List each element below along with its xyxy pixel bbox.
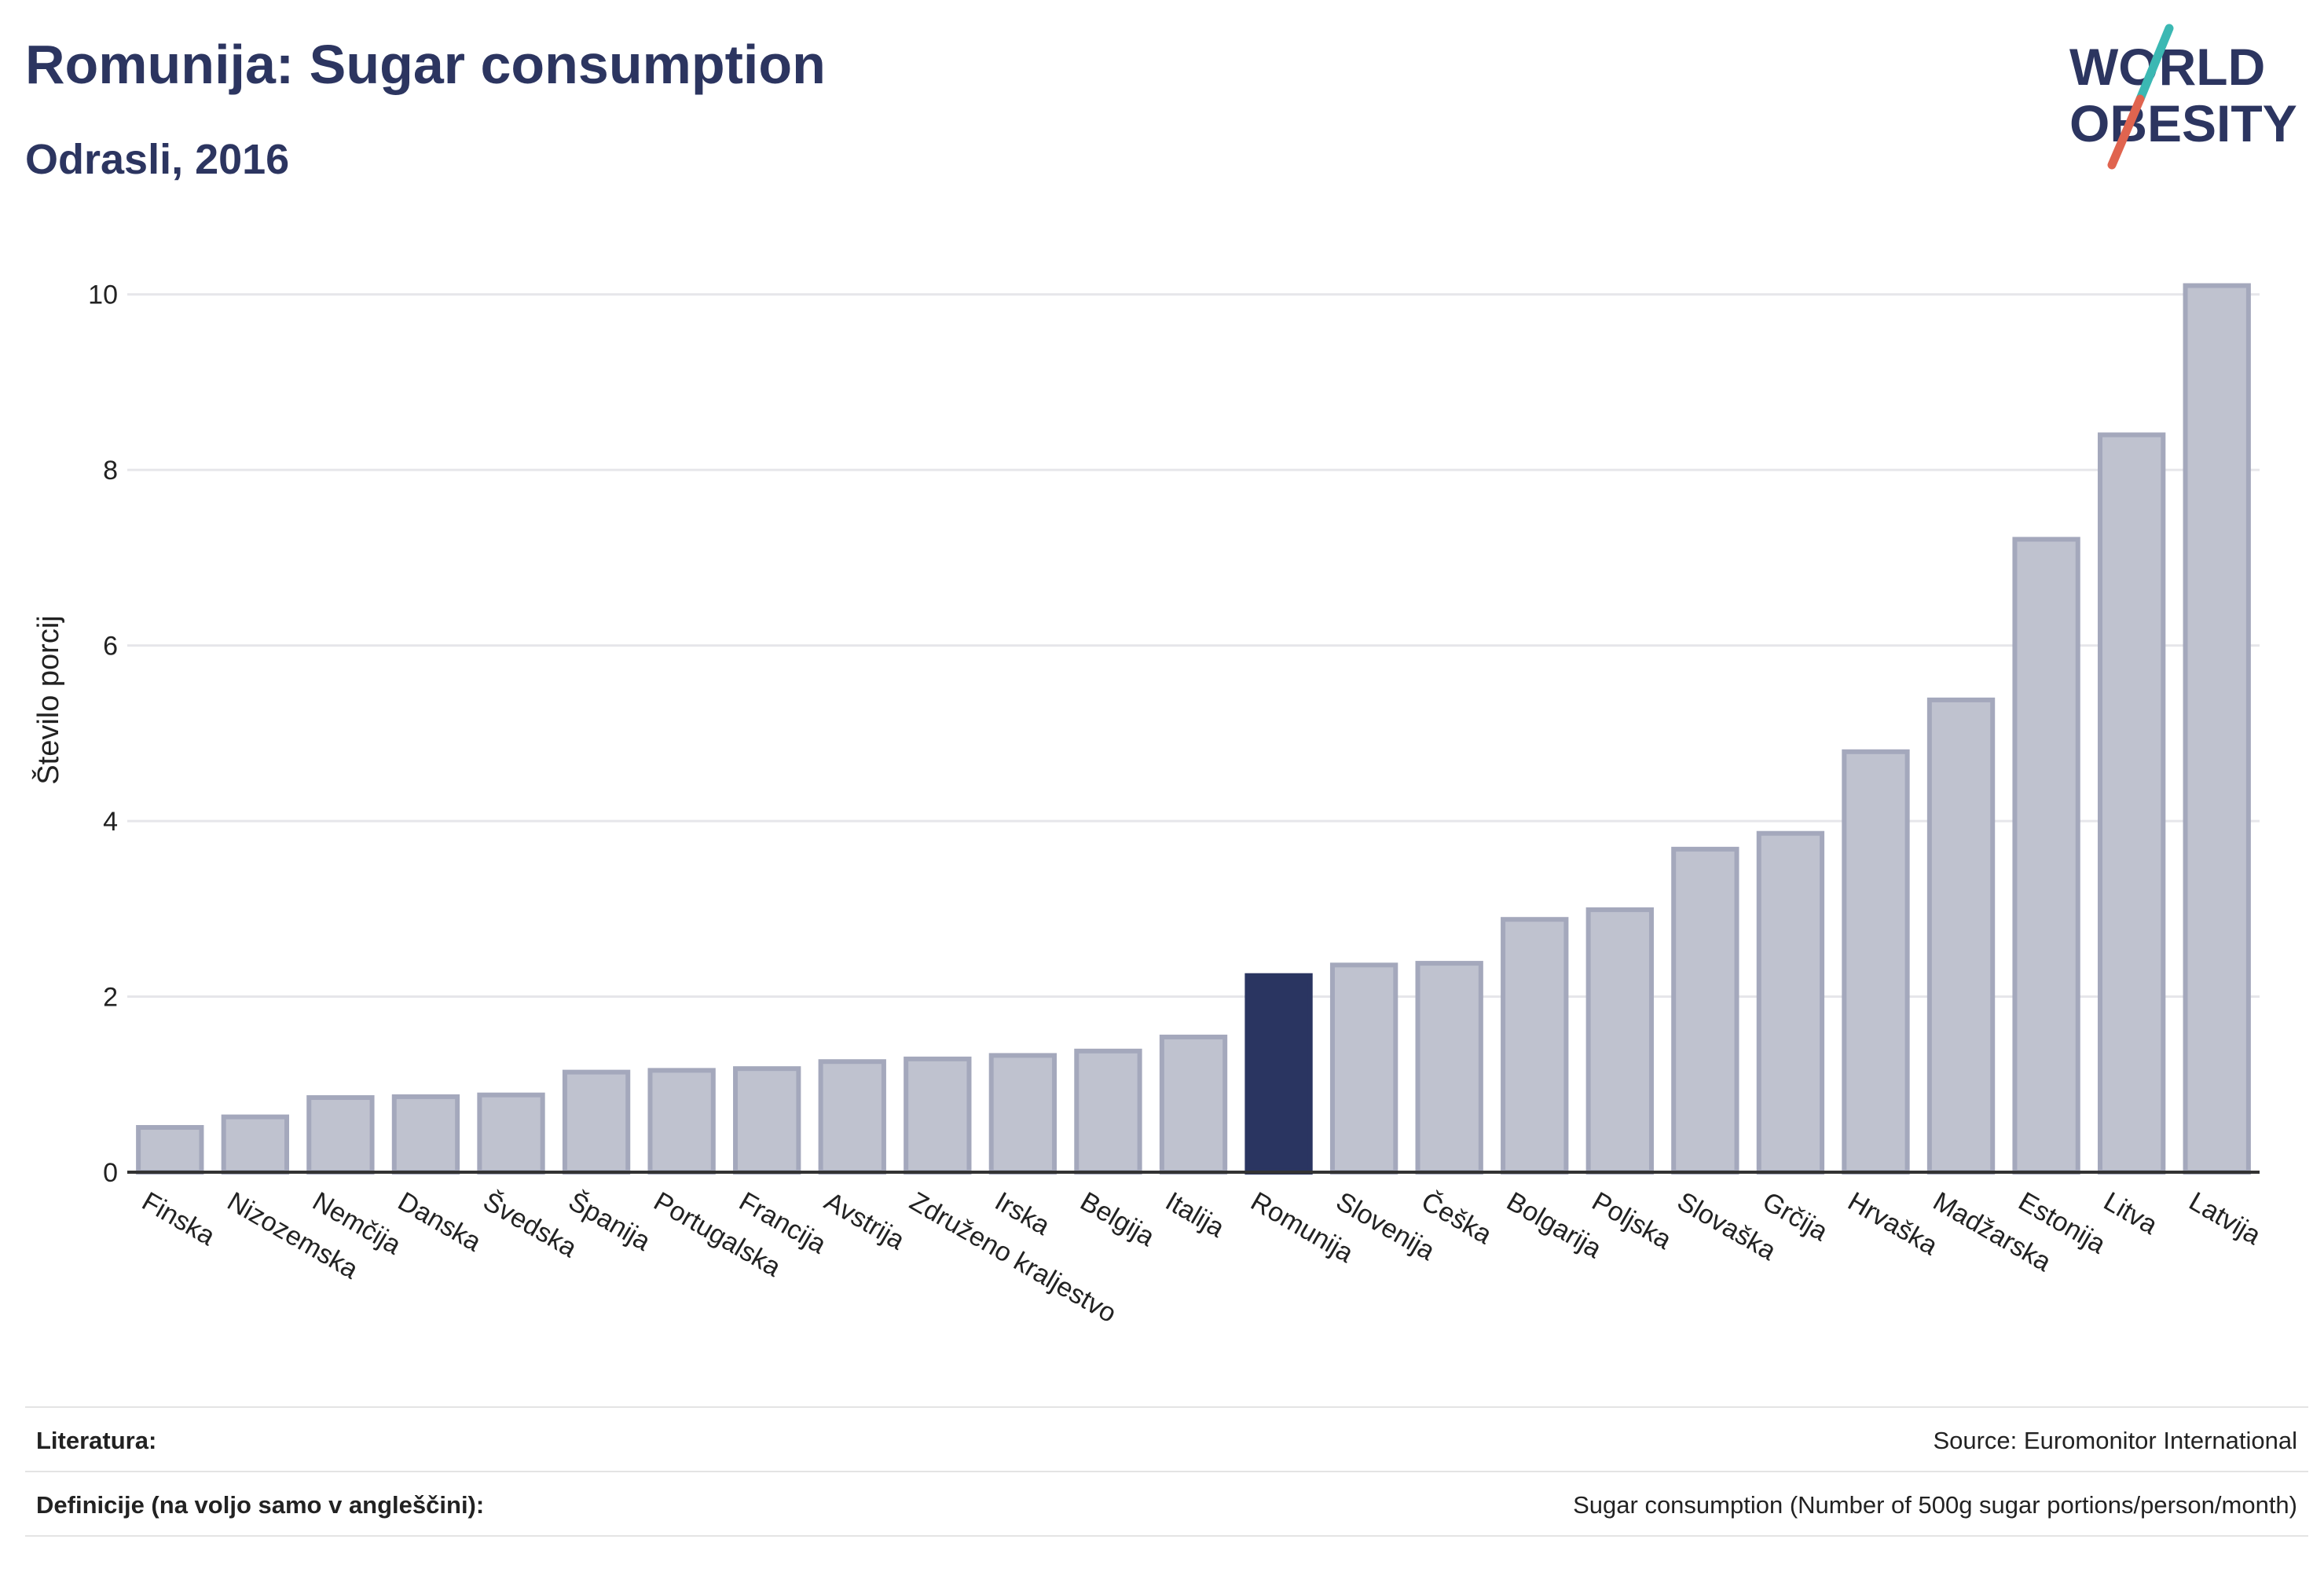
bar-irska [988, 1053, 1058, 1175]
x-tick-label: Belgija [1075, 1186, 1159, 1252]
x-tick-label: Danska [393, 1186, 486, 1258]
x-tick-label: Avstrija [819, 1186, 910, 1255]
bar-finska [136, 1125, 204, 1175]
bar-združeno-kraljestvo [904, 1056, 972, 1175]
bar-italija [1159, 1034, 1228, 1175]
bar-estonija [2012, 537, 2080, 1175]
logo-word-1: WORLD [2069, 38, 2265, 96]
bar-hrvaška [1842, 749, 1910, 1175]
bar-nizozemska [221, 1114, 290, 1175]
bar-portugalska [647, 1068, 716, 1175]
bar-litva [2097, 432, 2166, 1175]
bar-poljska [1585, 907, 1654, 1175]
x-axis-ticks: Finska NizozemskaNemčijaDanskaŠvedskaŠpan… [137, 1186, 2266, 1329]
bar-bolgarija [1501, 917, 1569, 1175]
y-tick-label: 2 [103, 983, 118, 1013]
sources-value: Source: Euromonitor International [1933, 1427, 2297, 1454]
footer-sources-row: Literatura: Source: Euromonitor Internat… [25, 1406, 2308, 1471]
x-tick-label: Švedska [478, 1186, 582, 1263]
bars [136, 283, 2251, 1175]
bar-avstrija [818, 1059, 886, 1175]
x-tick-label: Italija [1160, 1186, 1230, 1244]
bar-chart: 0 2 4 6 8 10 Finska NizozemskaNemčijaDanskaŠve… [31, 280, 2266, 1329]
bar-romunija [1244, 973, 1313, 1175]
footer-definitions-row: Definicije (na voljo samo v angleščini):… [25, 1471, 2308, 1537]
bar-belgija [1074, 1048, 1142, 1175]
logo-word-2: OBESITY [2069, 94, 2297, 152]
logo-slash-red [2107, 94, 2145, 170]
bar-madžarska [1926, 697, 1996, 1175]
bar-španija [562, 1069, 631, 1175]
definitions-value: Sugar consumption (Number of 500g sugar … [1573, 1491, 2297, 1519]
bar-slovenija [1329, 962, 1398, 1175]
bar-nemčija [306, 1095, 375, 1175]
sources-label: Literatura: [36, 1427, 157, 1454]
y-tick-label: 6 [103, 632, 118, 662]
world-obesity-logo: WORLD OBESITY [2069, 24, 2297, 170]
bar-grčija [1756, 830, 1825, 1175]
x-tick-label: Hrvaška [1842, 1186, 1942, 1261]
x-tick-label: Bolgarija [1501, 1186, 1607, 1264]
bar-slovaška [1671, 846, 1739, 1175]
bar-danska [391, 1094, 460, 1175]
bar-švedska [477, 1092, 545, 1175]
bar-francija [733, 1066, 801, 1175]
y-tick-label: 10 [88, 280, 118, 310]
y-axis-ticks: 0 2 4 6 8 10 [88, 280, 118, 1188]
y-tick-label: 4 [103, 807, 118, 837]
y-axis-label: Število porcij [31, 615, 65, 784]
x-tick-label: Španija [563, 1186, 655, 1257]
definitions-label: Definicije (na voljo samo v angleščini): [36, 1491, 485, 1519]
y-tick-label: 8 [103, 456, 118, 486]
x-tick-label: Latvija [2184, 1186, 2266, 1251]
bar-češka [1415, 961, 1483, 1175]
bar-latvija [2183, 283, 2251, 1175]
logo-slash-teal [2135, 24, 2174, 104]
y-tick-label: 0 [103, 1158, 118, 1188]
x-tick-label: Finska [137, 1186, 220, 1252]
chart-subtitle: Odrasli, 2016 [25, 136, 290, 183]
chart-title: Romunija: Sugar consumption [25, 34, 826, 95]
